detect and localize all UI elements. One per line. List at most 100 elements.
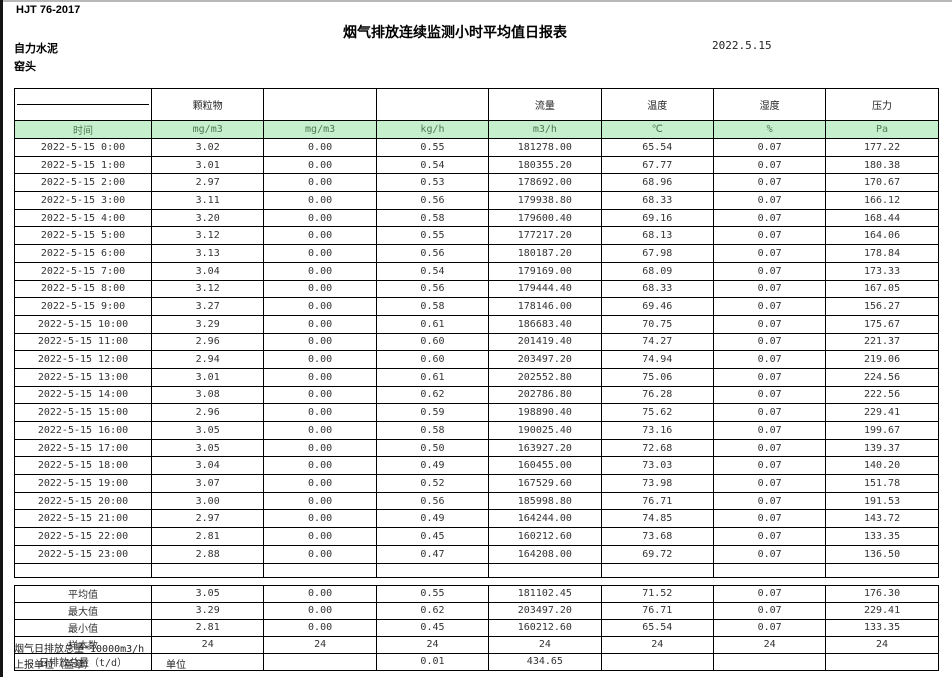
- value-cell: 3.12: [150, 226, 265, 246]
- value-cell: 167.05: [825, 279, 939, 299]
- value-cell: 3.01: [150, 155, 265, 175]
- value-cell: 0.07: [712, 244, 827, 263]
- value-cell: 67.77: [600, 155, 714, 175]
- value-cell: [600, 652, 714, 671]
- value-cell: 0.61: [375, 314, 490, 334]
- value-cell: 190025.40: [488, 421, 602, 440]
- value-cell: 170.67: [825, 173, 939, 193]
- value-cell: 73.98: [600, 474, 714, 493]
- row-label-cell: 2022-5-15 12:00: [14, 350, 152, 369]
- value-cell: 0.07: [712, 601, 827, 620]
- value-cell: 201419.40: [488, 332, 602, 352]
- value-cell: 0.07: [712, 385, 827, 405]
- value-cell: 151.78: [825, 474, 939, 493]
- value-cell: 0.54: [375, 261, 490, 281]
- value-cell: 0.00: [263, 173, 377, 193]
- hourly-data-row: 2022-5-15 21:00 2.97 0.00 0.49 164244.00 74.8…: [14, 509, 939, 529]
- column-group-blank-2: [375, 88, 490, 121]
- value-cell: 173.33: [825, 261, 939, 281]
- value-cell: 0.62: [375, 601, 490, 620]
- unit-percent: %: [712, 120, 827, 139]
- value-cell: 0.00: [263, 618, 377, 637]
- row-label-cell: 2022-5-15 2:00: [14, 173, 152, 193]
- hourly-data-row: 2022-5-15 4:00 3.20 0.00 0.58 179600.40 69.16…: [14, 208, 939, 228]
- row-label-cell: 2022-5-15 1:00: [14, 155, 152, 175]
- value-cell: 0.49: [375, 509, 490, 529]
- footer-note: 烟气日排放总量*10000m3/h: [14, 644, 145, 655]
- empty-cell: [825, 562, 939, 578]
- summary-row: 平均值 3.05 0.00 0.55 181102.45 71.52 0.07 176.30: [14, 584, 939, 603]
- value-cell: 0.54: [375, 155, 490, 175]
- empty-cell: [150, 562, 265, 578]
- value-cell: 203497.20: [488, 350, 602, 369]
- value-cell: 0.49: [375, 456, 490, 476]
- value-cell: 76.71: [600, 601, 714, 620]
- value-cell: 0.00: [263, 509, 377, 529]
- window-top-edge: [0, 0, 952, 2]
- value-cell: 175.67: [825, 314, 939, 334]
- row-label-cell: 2022-5-15 16:00: [14, 421, 152, 440]
- value-cell: 2.81: [150, 618, 265, 637]
- column-group-pressure: 压力: [825, 88, 939, 121]
- company-name: 自力水泥: [14, 43, 58, 55]
- value-cell: 0.45: [375, 527, 490, 546]
- hourly-data-row: 2022-5-15 18:00 3.04 0.00 0.49 160455.00 73.0…: [14, 456, 939, 476]
- value-cell: 179938.80: [488, 191, 602, 210]
- summary-row: 最小值 2.81 0.00 0.45 160212.60 65.54 0.07 133.35: [14, 618, 939, 637]
- value-cell: 166.12: [825, 191, 939, 210]
- unit-kg-h: kg/h: [375, 120, 490, 139]
- row-label-cell: 2022-5-15 5:00: [14, 226, 152, 246]
- value-cell: 181102.45: [488, 584, 602, 603]
- table-gap: [14, 578, 938, 585]
- row-label-cell: 2022-5-15 8:00: [14, 279, 152, 299]
- value-cell: 0.61: [375, 367, 490, 387]
- value-cell: 0.00: [263, 314, 377, 334]
- value-cell: 0.00: [263, 527, 377, 546]
- row-label-cell: 最大值: [14, 601, 152, 620]
- value-cell: 0.07: [712, 367, 827, 387]
- value-cell: 0.00: [263, 226, 377, 246]
- value-cell: 0.07: [712, 226, 827, 246]
- report-table-area: 颗粒物 流量 温度 湿度 压力 时间 mg/m3 mg/m3 kg/h m3/h…: [14, 88, 939, 671]
- value-cell: 0.00: [263, 474, 377, 493]
- value-cell: 3.27: [150, 297, 265, 316]
- value-cell: 3.08: [150, 385, 265, 405]
- value-cell: [825, 652, 939, 671]
- value-cell: 0.07: [712, 618, 827, 637]
- value-cell: 73.16: [600, 421, 714, 440]
- value-cell: 74.94: [600, 350, 714, 369]
- value-cell: 139.37: [825, 438, 939, 458]
- hourly-data-row: 2022-5-15 14:00 3.08 0.00 0.62 202786.80 76.2…: [14, 385, 939, 405]
- value-cell: 0.00: [263, 332, 377, 352]
- value-cell: 0.52: [375, 474, 490, 493]
- value-cell: 178.84: [825, 244, 939, 263]
- value-cell: 160212.60: [488, 527, 602, 546]
- value-cell: 180.38: [825, 155, 939, 175]
- value-cell: 160455.00: [488, 456, 602, 476]
- value-cell: 133.35: [825, 618, 939, 637]
- value-cell: 70.75: [600, 314, 714, 334]
- value-cell: 3.05: [150, 438, 265, 458]
- value-cell: 2.94: [150, 350, 265, 369]
- value-cell: 3.07: [150, 474, 265, 493]
- value-cell: 176.30: [825, 584, 939, 603]
- split-cell-bottom: [17, 105, 149, 120]
- value-cell: 0.00: [263, 208, 377, 228]
- value-cell: 0.07: [712, 261, 827, 281]
- empty-cell: [263, 562, 377, 578]
- value-cell: 0.59: [375, 403, 490, 422]
- value-cell: 75.62: [600, 403, 714, 422]
- value-cell: 0.50: [375, 438, 490, 458]
- value-cell: 0.55: [375, 226, 490, 246]
- value-cell: 180355.20: [488, 155, 602, 175]
- value-cell: 68.13: [600, 226, 714, 246]
- unit-label: 单位: [166, 660, 187, 671]
- value-cell: 0.07: [712, 314, 827, 334]
- main-data-table: 颗粒物 流量 温度 湿度 压力 时间 mg/m3 mg/m3 kg/h m3/h…: [14, 88, 939, 578]
- value-cell: 72.68: [600, 438, 714, 458]
- value-cell: 0.07: [712, 173, 827, 193]
- value-cell: 0.55: [375, 138, 490, 157]
- split-cell-top: [17, 90, 149, 105]
- value-cell: 0.00: [263, 601, 377, 620]
- value-cell: 2.88: [150, 544, 265, 564]
